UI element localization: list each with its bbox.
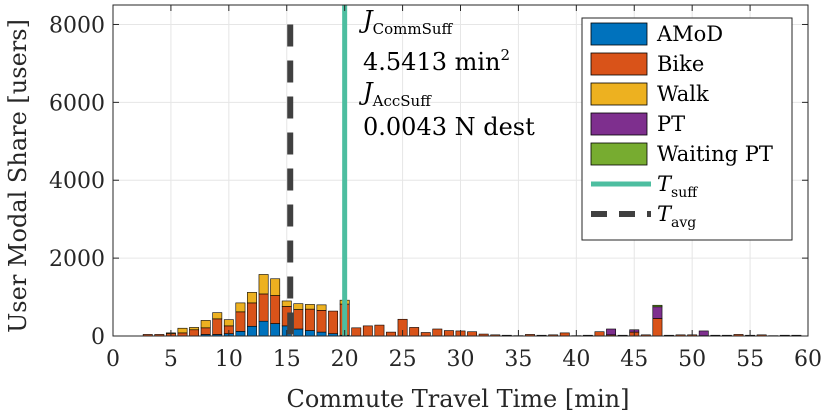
x-tick-label: 10 (215, 347, 243, 372)
reference-lines (287, 5, 348, 336)
bar-walk (304, 304, 315, 310)
bar-bike (374, 324, 385, 337)
acc-suff-value: 0.0043 N dest (363, 113, 535, 141)
bar-bike (316, 309, 327, 333)
comm-suff-value: 4.5413 min2 (363, 46, 510, 76)
x-tick-label: 55 (736, 347, 764, 372)
bar-bike (432, 328, 443, 337)
bar-bike (258, 293, 269, 322)
x-tick-label: 15 (273, 347, 301, 372)
x-tick-label: 5 (164, 347, 178, 372)
bar-pt (606, 328, 617, 336)
bar-bike (594, 331, 605, 337)
bar-amod (235, 331, 246, 337)
bar-bike (409, 327, 420, 337)
bar-bike (212, 318, 223, 335)
x-tick-label: 45 (620, 347, 648, 372)
bar-bike (467, 331, 478, 337)
bar-bike (328, 310, 339, 334)
bar-amod (247, 325, 257, 337)
bar-walk (270, 278, 281, 296)
legend-swatch-amod (590, 22, 648, 46)
bar-bike (247, 302, 257, 327)
bar-walk (223, 319, 234, 327)
bar-walk (235, 302, 246, 313)
bar-bike (386, 331, 396, 337)
bar-walk (316, 304, 327, 311)
bar-amod (316, 331, 327, 337)
bar-waiting-pt (652, 304, 663, 308)
bar-bike (362, 325, 373, 337)
x-tick-label: 40 (562, 347, 590, 372)
x-tick-label: 25 (389, 347, 417, 372)
bar-walk (293, 303, 304, 310)
y-tick-label: 6000 (49, 91, 105, 116)
bar-walk (258, 274, 269, 295)
bar-walk (212, 312, 223, 320)
legend-label: Tavg (657, 202, 696, 231)
legend-label: Bike (657, 52, 704, 76)
bar-pt (698, 330, 709, 336)
bar-bike (189, 329, 200, 337)
bar-amod (258, 320, 269, 337)
bar-walk (247, 292, 257, 304)
bar-bike (652, 318, 663, 337)
legend-label: PT (657, 112, 685, 136)
legend-swatch-waiting-pt (590, 142, 648, 166)
bar-amod (270, 323, 281, 337)
x-tick-label: 50 (678, 347, 706, 372)
bar-bike (293, 309, 304, 330)
bar-bike (304, 308, 315, 331)
bar-bike (200, 327, 211, 335)
bar-amod (293, 328, 304, 337)
bar-bike (351, 327, 362, 337)
bar-walk (177, 327, 188, 334)
y-tick-label: 0 (91, 325, 105, 350)
legend-label: Walk (657, 82, 709, 106)
bar-bike (270, 295, 281, 324)
y-tick-label: 8000 (49, 13, 105, 38)
legend-label: AMoD (656, 22, 723, 46)
bar-bike (420, 332, 431, 337)
x-tick-label: 0 (106, 347, 120, 372)
x-tick-label: 35 (504, 347, 532, 372)
y-tick-label: 4000 (49, 169, 105, 194)
bar-walk (189, 327, 200, 331)
legend-label: Waiting PT (657, 142, 773, 166)
axis-ticks: 0 5 10 15 20 25 30 35 40 45 50 55 60 0 2000 4000 6000 800… (49, 5, 822, 372)
y-axis-label: User Modal Share [users] (4, 19, 32, 333)
bar-pt (652, 306, 663, 319)
legend-swatch-pt (590, 112, 648, 136)
legend-label: Tsuff (657, 172, 698, 201)
y-tick-label: 2000 (49, 247, 105, 272)
x-tick-label: 30 (447, 347, 475, 372)
legend-swatch-bike (590, 52, 648, 76)
bar-bike (443, 330, 454, 337)
legend-swatch-walk (590, 82, 648, 106)
x-tick-label: 60 (794, 347, 822, 372)
x-axis-label: Commute Travel Time [min] (286, 385, 629, 413)
acc-suff-annotation: JAccSuff 0.0043 N dest (358, 78, 535, 141)
x-tick-label: 20 (331, 347, 359, 372)
bar-amod (304, 330, 315, 337)
bar-walk (281, 300, 292, 307)
bar-walk (200, 320, 211, 329)
bar-bike (235, 311, 246, 332)
